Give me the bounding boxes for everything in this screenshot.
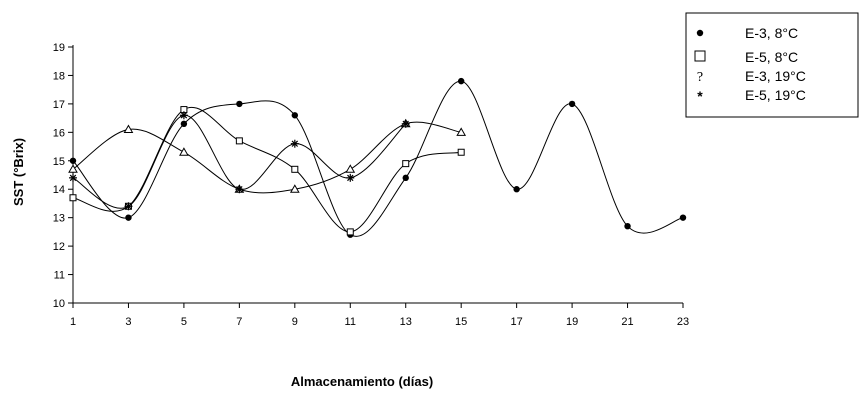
data-point <box>345 164 356 173</box>
data-point <box>180 120 188 128</box>
asterisk-stroke <box>236 185 243 193</box>
legend-symbol-question: ? <box>697 70 703 85</box>
x-axis-title: Almacenamiento (días) <box>291 374 433 389</box>
data-point <box>69 194 77 202</box>
x-tick-label: 13 <box>400 316 412 328</box>
data-point <box>402 174 409 182</box>
y-tick-label: 12 <box>53 241 65 253</box>
data-point <box>290 139 299 148</box>
data-point <box>291 112 299 119</box>
x-tick-label: 9 <box>292 316 298 328</box>
data-point <box>68 164 78 173</box>
data-point <box>679 214 687 221</box>
data-point <box>513 186 520 193</box>
data-point <box>125 214 132 221</box>
x-tick-label: 11 <box>345 316 356 328</box>
data-point <box>456 127 467 136</box>
data-point <box>123 124 134 133</box>
asterisk-stroke <box>402 120 409 128</box>
asterisk-stroke <box>125 203 132 210</box>
series-3 <box>68 118 467 194</box>
data-point <box>235 137 243 145</box>
y-tick-label: 19 <box>53 42 65 54</box>
data-point <box>289 184 300 193</box>
y-tick-label: 11 <box>54 270 65 282</box>
y-tick-label: 15 <box>53 156 65 168</box>
data-point <box>402 160 410 168</box>
x-tick-label: 3 <box>125 316 131 328</box>
y-tick-label: 14 <box>53 184 65 196</box>
data-point <box>291 165 299 173</box>
legend-label: E-5, 19°C <box>745 87 806 103</box>
legend-box <box>685 12 859 118</box>
data-point <box>235 185 244 194</box>
series-4 <box>69 111 410 211</box>
x-tick-label: 5 <box>181 316 187 328</box>
data-point <box>179 147 189 156</box>
asterisk-stroke <box>347 174 354 182</box>
x-tick-label: 17 <box>511 316 523 328</box>
legend-marker <box>694 50 706 62</box>
x-tick-label: 7 <box>236 316 242 328</box>
data-point <box>624 223 631 230</box>
y-tick-label: 18 <box>53 70 65 82</box>
data-point <box>457 77 465 85</box>
data-point <box>346 173 355 182</box>
series-line <box>72 80 684 237</box>
y-tick-label: 17 <box>53 99 65 111</box>
series-layer <box>68 77 687 238</box>
x-tick-label: 19 <box>566 316 578 328</box>
y-axis-title: SST (°Brix) <box>11 138 26 206</box>
data-point <box>401 119 410 128</box>
x-tick-label: 1 <box>70 316 76 328</box>
data-point <box>179 111 188 120</box>
legend: E-3, 8°C E-5, 8°C? E-3, 19°C * E-5, 19°C <box>685 12 859 118</box>
data-point <box>568 100 576 108</box>
data-point <box>236 100 243 108</box>
series-1 <box>69 77 687 238</box>
x-tick-label: 23 <box>677 316 689 328</box>
asterisk-stroke <box>180 112 188 119</box>
legend-label: E-3, 8°C <box>745 25 798 41</box>
data-point <box>124 202 133 211</box>
y-tick-label: 16 <box>53 127 65 139</box>
data-point <box>457 148 465 156</box>
data-point <box>346 228 354 236</box>
data-point <box>69 157 77 164</box>
series-line <box>72 106 462 233</box>
asterisk-stroke <box>69 174 77 182</box>
legend-marker: * <box>697 88 703 104</box>
asterisk-stroke <box>291 140 299 147</box>
legend-marker <box>696 29 704 37</box>
legend-label: E-3, 19°C <box>745 68 806 84</box>
x-tick-label: 21 <box>621 316 633 328</box>
x-tick-label: 15 <box>455 316 467 328</box>
y-tick-label: 10 <box>53 298 65 310</box>
legend-label: E-5, 8°C <box>745 49 798 65</box>
y-tick-label: 13 <box>53 213 65 225</box>
series-line <box>72 114 407 209</box>
data-point <box>69 173 77 182</box>
